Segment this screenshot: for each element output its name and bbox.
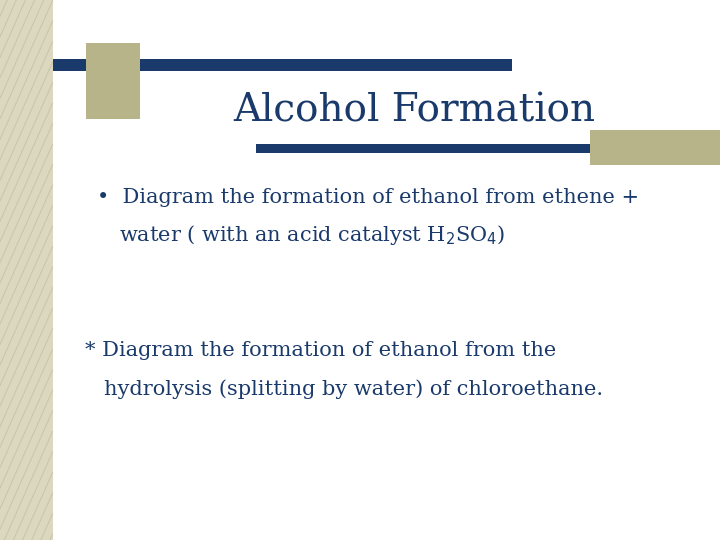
Text: •  Diagram the formation of ethanol from ethene +: • Diagram the formation of ethanol from … bbox=[97, 187, 639, 207]
Bar bbox=[590, 130, 720, 165]
Bar bbox=[53, 59, 512, 71]
Bar bbox=[256, 144, 590, 153]
Bar bbox=[86, 43, 140, 119]
Bar bbox=[0, 0, 53, 540]
Text: * Diagram the formation of ethanol from the: * Diagram the formation of ethanol from … bbox=[85, 341, 557, 361]
Text: hydrolysis (splitting by water) of chloroethane.: hydrolysis (splitting by water) of chlor… bbox=[104, 379, 603, 399]
Text: water ( with an acid catalyst H$_2$SO$_4$): water ( with an acid catalyst H$_2$SO$_4… bbox=[119, 223, 505, 247]
Text: Alcohol Formation: Alcohol Formation bbox=[233, 92, 595, 129]
